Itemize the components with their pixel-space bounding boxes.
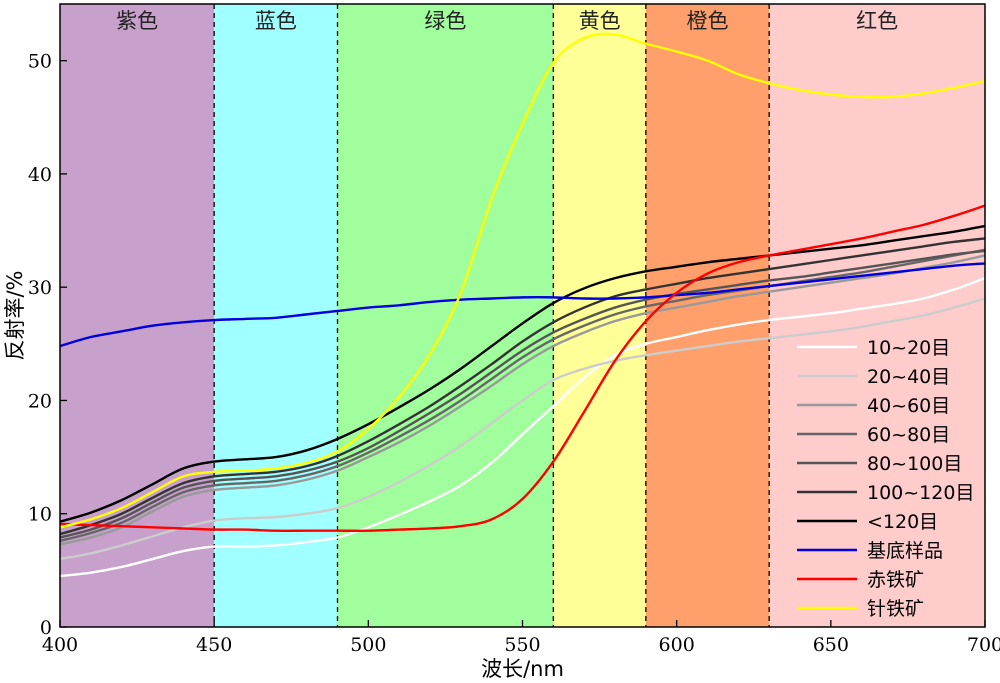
series-line-6 (59, 224, 986, 523)
band-label-1: 蓝色 (255, 9, 297, 33)
y-tick-label-0: 0 (40, 617, 52, 639)
band-label-3: 黄色 (579, 9, 621, 33)
x-tick-label-2: 500 (350, 634, 386, 656)
legend-label-5: 100~120目 (867, 482, 974, 504)
band-dividers (213, 4, 770, 627)
legend-label-1: 20~40目 (867, 366, 950, 388)
x-axis-label: 波长/nm (481, 657, 564, 681)
band-label-0: 紫色 (116, 9, 158, 33)
series-line-7 (59, 262, 986, 348)
y-tick-label-1: 10 (28, 504, 52, 526)
y-axis-label: 反射率/% (3, 270, 27, 360)
x-tick-label-0: 400 (42, 634, 78, 656)
band-labels: 紫色 蓝色 绿色 黄色 橙色 红色 (116, 9, 898, 33)
band-label-5: 红色 (856, 9, 898, 33)
series-line-5 (59, 237, 986, 536)
series-line-3 (59, 248, 986, 543)
band-4 (645, 4, 770, 627)
x-tick-label-6: 700 (967, 634, 1000, 656)
x-tick-label-5: 650 (813, 634, 849, 656)
x-tick-label-4: 600 (659, 634, 695, 656)
y-tick-label-5: 50 (28, 51, 52, 73)
legend-label-0: 10~20目 (867, 337, 950, 359)
band-2 (337, 4, 554, 627)
legend-label-9: 针铁矿 (867, 598, 924, 620)
legend-label-4: 80~100目 (867, 453, 962, 475)
series-line-4 (59, 249, 986, 539)
y-axis-ticks: 0 10 20 30 40 50 (28, 51, 67, 639)
band-label-2: 绿色 (424, 9, 466, 33)
legend-label-3: 60~80目 (867, 424, 950, 446)
x-axis-ticks: 400 450 500 550 600 650 700 (42, 620, 1000, 656)
y-tick-label-3: 30 (28, 277, 52, 299)
band-1 (214, 4, 338, 627)
series-line-8 (59, 204, 986, 533)
series-lines (59, 32, 986, 578)
legend-label-6: <120目 (867, 511, 938, 533)
x-tick-label-3: 550 (504, 634, 540, 656)
series-line-9 (59, 32, 986, 529)
y-tick-label-4: 40 (28, 164, 52, 186)
color-bands (60, 4, 985, 627)
series-line-2 (59, 254, 986, 546)
series-line-1 (59, 297, 986, 561)
legend-label-2: 40~60目 (867, 395, 950, 417)
y-tick-label-2: 20 (28, 390, 52, 412)
band-0 (60, 4, 215, 627)
band-label-4: 橙色 (687, 9, 729, 33)
series-line-0 (59, 276, 986, 578)
legend-label-8: 赤铁矿 (867, 569, 924, 591)
x-tick-label-1: 450 (196, 634, 232, 656)
legend: 10~20目 20~40目 40~60目 60~80目 80~100目 100~120目 <… (797, 337, 974, 620)
legend-label-7: 基底样品 (867, 540, 943, 562)
